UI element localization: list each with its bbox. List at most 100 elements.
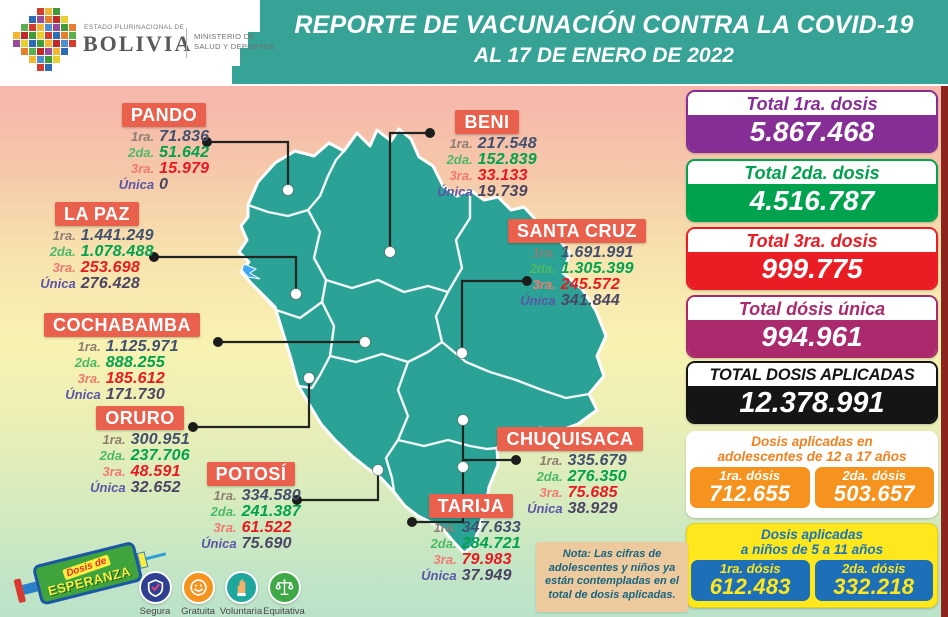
dose1-value: 1.691.991 bbox=[560, 244, 634, 261]
dose1-value: 612.483 bbox=[709, 574, 791, 599]
dose1-value: 217.548 bbox=[477, 135, 537, 152]
unique-dose-label: Única bbox=[65, 387, 101, 402]
dept-la-paz: LA PAZ 1ra. 1.441.249 2da. 1.078.488 3ra. 2… bbox=[17, 202, 177, 292]
dose3-value: 79.983 bbox=[461, 551, 512, 568]
dose3-label: 3ra. bbox=[433, 552, 457, 567]
total-label: Total 3ra. dosis bbox=[688, 229, 936, 252]
dose1-label: 1ra. dósis bbox=[719, 468, 781, 483]
dose3-label: 3ra. bbox=[213, 520, 237, 535]
dose1-value: 335.679 bbox=[567, 452, 627, 469]
dept-title: TARIJA bbox=[428, 494, 514, 518]
dose1-value: 1.441.249 bbox=[80, 227, 154, 244]
dept-title: ORURO bbox=[96, 406, 184, 430]
total-value: 12.378.991 bbox=[688, 386, 936, 422]
dose2-box: 2da. dósis 503.657 bbox=[814, 467, 934, 508]
unique-dose-value: 276.428 bbox=[80, 275, 140, 292]
children-panel: Dosis aplicadas a niños de 5 a 11 años 1… bbox=[686, 523, 938, 608]
dose2-label: 2da. bbox=[536, 469, 563, 484]
total-value: 999.775 bbox=[688, 252, 936, 288]
panel-values: 1ra. dósis 612.483 2da. dósis 332.218 bbox=[691, 560, 933, 601]
note-text: Las cifras de adolescentes y niños ya es… bbox=[545, 548, 679, 601]
dose2-value: 241.387 bbox=[241, 503, 301, 520]
dept-stats: 1ra. 1.125.971 2da. 888.255 3ra. 185.612 Ún… bbox=[32, 339, 212, 403]
dose2-value: 51.642 bbox=[159, 144, 210, 161]
dose2-label: 2da. bbox=[529, 261, 556, 276]
page-title-line1: REPORTE DE VACUNACIÓN CONTRA LA COVID-19 bbox=[294, 11, 914, 39]
dose1-label: 1ra. bbox=[532, 245, 556, 260]
note-box: Nota: Las cifras de adolescentes y niños… bbox=[536, 542, 688, 612]
dose3-value: 48.591 bbox=[130, 463, 181, 480]
dose3-label: 3ra. bbox=[532, 277, 556, 292]
unique-dose-value: 19.739 bbox=[477, 183, 528, 200]
unique-dose-value: 32.652 bbox=[130, 479, 181, 496]
dose2-label: 2da. bbox=[430, 536, 457, 551]
dept-title: SANTA CRUZ bbox=[508, 219, 646, 243]
total-box-dose3: Total 3ra. dosis 999.775 bbox=[686, 227, 938, 290]
dose3-value: 61.522 bbox=[241, 519, 292, 536]
dose2-label: 2da. bbox=[210, 504, 237, 519]
total-value: 4.516.787 bbox=[688, 184, 936, 220]
campaign-value-gratuita: Gratuita bbox=[176, 571, 220, 617]
dose3-label: 3ra. bbox=[77, 371, 101, 386]
unique-dose-value: 171.730 bbox=[105, 386, 165, 403]
unique-dose-label: Única bbox=[90, 480, 126, 495]
dose1-value: 71.836 bbox=[159, 128, 210, 145]
unique-dose-label: Única bbox=[520, 293, 556, 308]
unique-dose-value: 341.844 bbox=[560, 292, 620, 309]
dose2-label: 2da. dósis bbox=[841, 561, 906, 576]
total-box-all-doses: TOTAL DOSIS APLICADAS 12.378.991 bbox=[686, 361, 938, 424]
dept-stats: 1ra. 71.836 2da. 51.642 3ra. 15.979 Única 0 bbox=[84, 129, 244, 193]
unique-dose-label: Única bbox=[118, 177, 155, 192]
dose2-label: 2da. bbox=[446, 152, 473, 167]
dept-title: POTOSÍ bbox=[206, 462, 296, 486]
panel-title-line2: a niños de 5 a 11 años bbox=[740, 542, 884, 557]
dept-pando: PANDO 1ra. 71.836 2da. 51.642 3ra. 15.979 Ú… bbox=[84, 103, 244, 193]
campaign-value-segura: Segura bbox=[133, 571, 177, 617]
dept-stats: 1ra. 300.951 2da. 237.706 3ra. 48.591 Única… bbox=[60, 432, 220, 496]
dept-stats: 1ra. 334.580 2da. 241.387 3ra. 61.522 Única… bbox=[171, 488, 331, 552]
dose1-label: 1ra. bbox=[539, 453, 563, 468]
panel-title-line2: adolescentes de 12 a 17 años bbox=[717, 449, 907, 464]
dept-tarija: TARIJA 1ra. 347.633 2da. 284.721 3ra. 79.98… bbox=[396, 494, 546, 584]
smiley-icon bbox=[181, 571, 215, 604]
dose2-label: 2da. bbox=[74, 355, 101, 370]
dose2-label: 2da. bbox=[99, 448, 126, 463]
dose3-label: 3ra. bbox=[449, 168, 473, 183]
dose2-value: 237.706 bbox=[130, 447, 190, 464]
dept-stats: 1ra. 347.633 2da. 284.721 3ra. 79.983 Única… bbox=[396, 520, 546, 584]
dose2-value: 152.839 bbox=[477, 151, 537, 168]
note-label: Nota: bbox=[562, 548, 591, 560]
unique-dose-label: Única bbox=[40, 276, 76, 291]
dose3-value: 15.979 bbox=[159, 160, 210, 177]
dose2-label: 2da. bbox=[49, 244, 76, 259]
unique-dose-label: Única bbox=[421, 568, 457, 583]
dose1-label: 1ra. bbox=[77, 339, 101, 354]
dose2-value: 888.255 bbox=[105, 354, 165, 371]
icon-label: Gratuita bbox=[181, 606, 215, 617]
adolescents-panel: Dosis aplicadas en adolescentes de 12 a … bbox=[686, 431, 938, 518]
total-label: Total 2da. dosis bbox=[688, 161, 936, 184]
unique-dose-value: 38.929 bbox=[567, 500, 618, 517]
dose1-value: 1.125.971 bbox=[105, 338, 179, 355]
total-value: 5.867.468 bbox=[688, 115, 936, 151]
page-title: REPORTE DE VACUNACIÓN CONTRA LA COVID-19… bbox=[268, 9, 940, 69]
dose2-value: 276.350 bbox=[567, 468, 627, 485]
dose1-label: 1ra. bbox=[130, 129, 155, 144]
dose3-value: 245.572 bbox=[560, 276, 620, 293]
header-banner bbox=[232, 0, 948, 84]
campaign-value-equitativa: Equitativa bbox=[262, 571, 306, 617]
dept-stats: 1ra. 217.548 2da. 152.839 3ra. 33.133 Única… bbox=[407, 136, 567, 200]
icon-label: Voluntaria bbox=[219, 606, 263, 617]
dose1-value: 334.580 bbox=[241, 487, 301, 504]
total-box-dose1: Total 1ra. dosis 5.867.468 bbox=[686, 90, 938, 153]
total-box-dose2: Total 2da. dosis 4.516.787 bbox=[686, 159, 938, 222]
header-divider bbox=[186, 28, 187, 58]
estado-label: ESTADO PLURINACIONAL DE bbox=[84, 24, 185, 31]
dose1-label: 1ra. bbox=[102, 432, 126, 447]
dose1-box: 1ra. dósis 612.483 bbox=[691, 560, 810, 601]
shield-icon bbox=[138, 571, 172, 604]
dept-title: BENI bbox=[455, 110, 519, 134]
dept-stats: 1ra. 1.441.249 2da. 1.078.488 3ra. 253.698 … bbox=[17, 228, 177, 292]
country-wordmark: BOLIVIA bbox=[83, 31, 193, 56]
dept-cochabamba: COCHABAMBA 1ra. 1.125.971 2da. 888.255 3ra… bbox=[32, 313, 212, 403]
